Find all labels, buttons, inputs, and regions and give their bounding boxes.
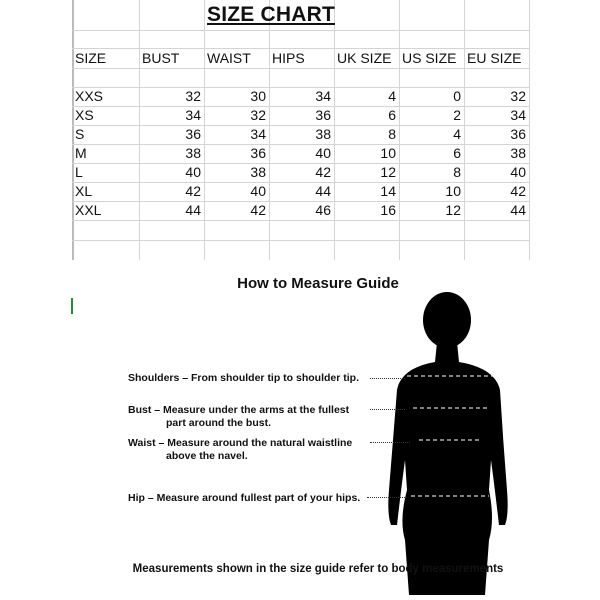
grid-column-line [269, 0, 270, 260]
cell-cursor [71, 298, 73, 314]
measurement-cell: 36 [510, 126, 526, 142]
measurement-cell: 12 [445, 202, 461, 218]
measurement-cell: 16 [380, 202, 396, 218]
measurement-cell: 8 [453, 164, 461, 180]
measurement-cell: 34 [185, 107, 201, 123]
shoulders-label: Shoulders – From shoulder tip to shoulde… [128, 372, 360, 384]
size-label-cell: XS [75, 107, 94, 123]
measurement-cell: 38 [315, 126, 331, 142]
grid-row-line [72, 87, 529, 88]
measurement-cell: 6 [453, 145, 461, 161]
column-header: BUST [142, 50, 180, 66]
size-label-cell: L [75, 164, 83, 180]
measurement-cell: 42 [315, 164, 331, 180]
column-header: EU SIZE [467, 50, 522, 66]
footer-note: Measurements shown in the size guide ref… [132, 563, 504, 575]
column-header: SIZE [75, 50, 107, 66]
grid-row-line [72, 125, 529, 126]
grid-row-line [72, 220, 529, 221]
guide-title: How to Measure Guide [237, 275, 399, 292]
measurement-cell: 44 [185, 202, 201, 218]
size-label-cell: XL [75, 183, 93, 199]
grid-column-line [204, 0, 205, 260]
measurement-cell: 6 [388, 107, 396, 123]
size-chart-title: SIZE CHART [207, 3, 335, 26]
column-header: UK SIZE [337, 50, 392, 66]
measurement-cell: 42 [185, 183, 201, 199]
measurement-cell: 30 [250, 88, 266, 104]
measurement-cell: 44 [510, 202, 526, 218]
grid-row-line [72, 144, 529, 145]
grid-row-line [72, 30, 529, 31]
bust-label-2: part around the bust. [166, 417, 271, 429]
measurement-cell: 40 [510, 164, 526, 180]
measurement-cell: 44 [315, 183, 331, 199]
measurement-cell: 8 [388, 126, 396, 142]
body-silhouette [388, 292, 508, 595]
measurement-cell: 10 [380, 145, 396, 161]
grid-row-line [72, 182, 529, 183]
measurement-cell: 46 [315, 202, 331, 218]
measurement-cell: 42 [250, 202, 266, 218]
measurement-cell: 36 [315, 107, 331, 123]
measurement-cell: 34 [510, 107, 526, 123]
waist-label-2: above the navel. [166, 450, 248, 462]
measurement-cell: 32 [510, 88, 526, 104]
measurement-cell: 42 [510, 183, 526, 199]
measurement-cell: 38 [250, 164, 266, 180]
spreadsheet-grid [72, 0, 529, 260]
measurement-cell: 34 [250, 126, 266, 142]
grid-column-line [529, 0, 530, 260]
measurement-cell: 36 [250, 145, 266, 161]
grid-column-line [334, 0, 335, 260]
measurement-cell: 4 [388, 88, 396, 104]
measurement-cell: 2 [453, 107, 461, 123]
bust-label-1: Bust – Measure under the arms at the ful… [128, 404, 350, 416]
size-label-cell: S [75, 126, 85, 142]
measurement-cell: 32 [250, 107, 266, 123]
measurement-cell: 40 [185, 164, 201, 180]
grid-row-line [72, 240, 529, 241]
grid-row-line [72, 106, 529, 107]
column-header: US SIZE [402, 50, 457, 66]
measurement-cell: 0 [453, 88, 461, 104]
measurement-cell: 10 [445, 183, 461, 199]
measurement-cell: 38 [510, 145, 526, 161]
waist-label-1: Waist – Measure around the natural waist… [128, 437, 353, 449]
grid-row-line [72, 201, 529, 202]
size-label-cell: M [75, 145, 87, 161]
grid-row-line [72, 68, 529, 69]
grid-column-line [139, 0, 140, 260]
grid-row-line [72, 48, 529, 49]
measurement-cell: 34 [315, 88, 331, 104]
column-header: HIPS [272, 50, 305, 66]
measurement-cell: 40 [250, 183, 266, 199]
grid-column-line [399, 0, 400, 260]
size-label-cell: XXS [75, 88, 104, 104]
size-label-cell: XXL [75, 202, 102, 218]
measurement-cell: 12 [380, 164, 396, 180]
grid-column-line [464, 0, 465, 260]
measurement-cell: 14 [380, 183, 396, 199]
measurement-cell: 38 [185, 145, 201, 161]
measurement-cell: 32 [185, 88, 201, 104]
grid-row-line [72, 163, 529, 164]
hip-label: Hip – Measure around fullest part of you… [128, 492, 361, 504]
measurement-cell: 36 [185, 126, 201, 142]
measurement-cell: 4 [453, 126, 461, 142]
column-header: WAIST [207, 50, 251, 66]
measurement-cell: 40 [315, 145, 331, 161]
